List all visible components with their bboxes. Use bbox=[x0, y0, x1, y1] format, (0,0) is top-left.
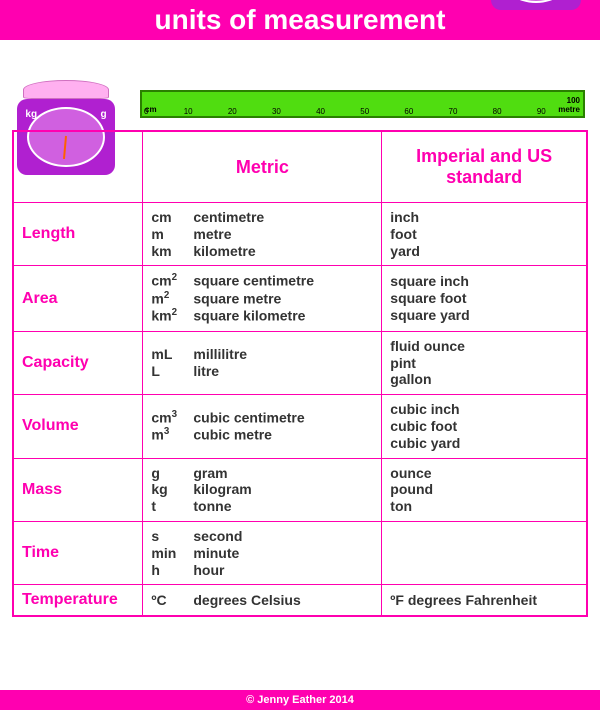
imperial-cell: inchfootyard bbox=[382, 203, 587, 266]
table-row: Volumecm3cubic centimetrem3cubic metrecu… bbox=[13, 395, 587, 458]
header-imperial: Imperial and US standard bbox=[382, 131, 587, 203]
metric-cell: ssecondminminutehhour bbox=[143, 521, 382, 584]
metric-cell: cmcentimetremmetrekmkilometre bbox=[143, 203, 382, 266]
imperial-cell: cubic inchcubic footcubic yard bbox=[382, 395, 587, 458]
category-cell: Time bbox=[13, 521, 143, 584]
category-cell: Capacity bbox=[13, 331, 143, 394]
table-row: TemperatureºCdegrees CelsiusºF degrees F… bbox=[13, 585, 587, 617]
imperial-cell: ºF degrees Fahrenheit bbox=[382, 585, 587, 617]
ruler-cm-label: cm bbox=[145, 105, 157, 114]
category-cell: Area bbox=[13, 266, 143, 331]
category-cell: Volume bbox=[13, 395, 143, 458]
category-cell: Mass bbox=[13, 458, 143, 521]
metric-cell: ºCdegrees Celsius bbox=[143, 585, 382, 617]
category-cell: Length bbox=[13, 203, 143, 266]
ruler-cm: cm 0102030405060708090 100metre bbox=[140, 90, 585, 118]
imperial-cell bbox=[382, 521, 587, 584]
scale-lb-icon: lb oz bbox=[486, 0, 586, 22]
table-row: CapacitymLmillilitreLlitrefluid ouncepin… bbox=[13, 331, 587, 394]
imperial-cell: square inchsquare footsquare yard bbox=[382, 266, 587, 331]
table-row: Lengthcmcentimetremmetrekmkilometreinchf… bbox=[13, 203, 587, 266]
metric-cell: mLmillilitreLlitre bbox=[143, 331, 382, 394]
metric-cell: cm3cubic centimetrem3cubic metre bbox=[143, 395, 382, 458]
header-blank bbox=[13, 131, 143, 203]
table-row: Timessecondminminutehhour bbox=[13, 521, 587, 584]
table-row: Massggramkgkilogramttonneouncepoundton bbox=[13, 458, 587, 521]
table-row: Areacm2square centimetrem2square metrekm… bbox=[13, 266, 587, 331]
ruler-metre-label: 100metre bbox=[558, 96, 580, 114]
header-metric: Metric bbox=[143, 131, 382, 203]
metric-cell: cm2square centimetrem2square metrekm2squ… bbox=[143, 266, 382, 331]
footer-bar: © Jenny Eather 2014 bbox=[0, 690, 600, 710]
copyright: © Jenny Eather 2014 bbox=[246, 694, 354, 706]
units-table: Metric Imperial and US standard Lengthcm… bbox=[12, 130, 588, 617]
imperial-cell: fluid ouncepintgallon bbox=[382, 331, 587, 394]
page-title: units of measurement bbox=[155, 4, 446, 36]
category-cell: Temperature bbox=[13, 585, 143, 617]
imperial-cell: ouncepoundton bbox=[382, 458, 587, 521]
metric-cell: ggramkgkilogramttonne bbox=[143, 458, 382, 521]
